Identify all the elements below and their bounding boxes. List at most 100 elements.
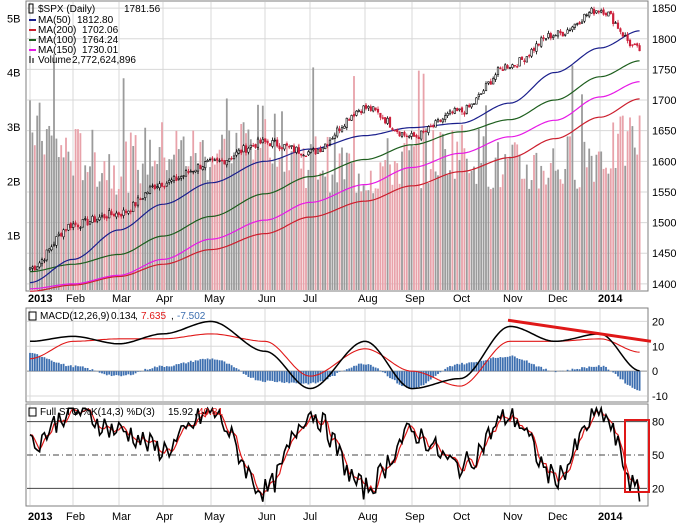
macd-trendline	[507, 318, 652, 343]
volume-bar	[108, 154, 111, 290]
volume-bar	[72, 175, 75, 290]
volume-bar	[242, 122, 245, 290]
candle-body	[314, 148, 317, 155]
candle-body	[352, 114, 356, 117]
macd-histogram-bar	[386, 371, 389, 377]
volume-bar	[329, 192, 331, 290]
macd-histogram-bar	[602, 365, 605, 372]
candle-body	[139, 198, 142, 201]
volume-bar	[439, 132, 442, 290]
candle-body	[112, 213, 116, 217]
volume-bar	[235, 132, 238, 290]
candle-body	[285, 143, 288, 146]
macd-histogram-bar	[597, 365, 600, 372]
candle-body	[372, 106, 375, 112]
volume-bar	[449, 170, 451, 290]
x-label-bottom: 2014	[598, 511, 623, 523]
volume-bar	[633, 147, 636, 290]
x-label-bottom: Jun	[258, 511, 276, 523]
macd-histogram-bar	[583, 367, 586, 372]
macd-comma-2: ,	[171, 311, 174, 322]
macd-histogram-bar	[314, 371, 317, 384]
candle-body	[496, 67, 500, 75]
candle-body	[136, 197, 140, 206]
volume-bar	[177, 149, 180, 290]
volume-bar	[41, 140, 43, 290]
candle-body	[120, 213, 123, 217]
volume-bar	[391, 184, 394, 290]
macd-histogram-bar	[134, 371, 137, 374]
volume-bar	[379, 162, 382, 290]
volume-bar	[233, 152, 235, 290]
candle-body	[69, 223, 72, 228]
volume-bar	[528, 188, 531, 290]
legend-value: 1764.24	[82, 35, 119, 46]
macd-histogram-bar	[405, 371, 408, 388]
volume-bar	[509, 156, 511, 290]
candle-body	[98, 216, 101, 221]
volume-bar	[590, 155, 593, 290]
macd-histogram-bar	[218, 360, 221, 372]
x-label-price: Dec	[548, 293, 568, 305]
candle-body	[410, 133, 413, 137]
volume-bar	[45, 129, 48, 290]
macd-histogram-bar	[362, 364, 365, 372]
macd-histogram-bar	[290, 371, 293, 383]
candle-body	[633, 43, 636, 46]
volume-bar	[465, 158, 468, 290]
candle-body	[628, 39, 632, 47]
volume-bar	[585, 167, 588, 290]
macd-histogram-bar	[168, 366, 171, 372]
volume-bar	[182, 136, 185, 290]
macd-histogram-bar	[211, 358, 214, 372]
macd-histogram-bar	[324, 371, 327, 381]
macd-histogram-bar	[593, 366, 595, 372]
macd-histogram-bar	[194, 360, 197, 372]
volume-bar	[482, 136, 485, 290]
candle-body	[266, 140, 269, 143]
macd-histogram-bar	[230, 365, 233, 372]
candle-body	[520, 56, 524, 60]
volume-bar	[559, 179, 562, 290]
macd-histogram-bar	[578, 369, 581, 372]
sto-label: Full STO %K(14,3) %D(3)	[40, 407, 155, 418]
symbol-label: $SPX (Daily)	[38, 4, 95, 15]
macd-histogram-bar	[521, 359, 523, 372]
macd-histogram-bar	[237, 369, 240, 372]
x-label-bottom: Feb	[66, 511, 85, 523]
volume-bar	[429, 169, 432, 290]
volume-bar	[389, 164, 391, 290]
volume-bar	[321, 170, 324, 290]
candle-body	[614, 22, 617, 24]
volume-bar	[468, 173, 471, 290]
volume-bar	[237, 147, 240, 290]
macd-histogram-bar	[113, 371, 115, 376]
macd-histogram-bar	[163, 366, 166, 372]
candle-body	[132, 201, 135, 212]
candle-body	[540, 37, 543, 47]
volume-bar	[374, 188, 377, 290]
candle-body	[472, 103, 476, 105]
candle-body	[158, 183, 161, 189]
volume-bar	[175, 130, 178, 290]
macd-histogram-bar	[348, 368, 351, 372]
x-label-price: Apr	[156, 293, 173, 305]
volume-bar	[134, 135, 137, 290]
volume-bar	[636, 154, 639, 290]
macd-histogram-bar	[74, 365, 77, 372]
candle-body	[583, 13, 586, 22]
volume-bar	[269, 157, 271, 290]
volume-bar	[619, 116, 622, 290]
candle-body	[237, 149, 240, 154]
price-tick: 1450	[652, 248, 676, 260]
candle-body	[261, 138, 264, 144]
volume-bar	[91, 129, 94, 290]
volume-bar	[537, 188, 540, 290]
volume-bar	[386, 138, 389, 290]
volume-bar	[638, 115, 641, 291]
candle-body	[247, 147, 250, 153]
volume-bar	[569, 136, 571, 290]
candle-body	[384, 117, 387, 124]
macd-histogram-bar	[300, 371, 303, 384]
macd-histogram-bar	[326, 371, 329, 380]
